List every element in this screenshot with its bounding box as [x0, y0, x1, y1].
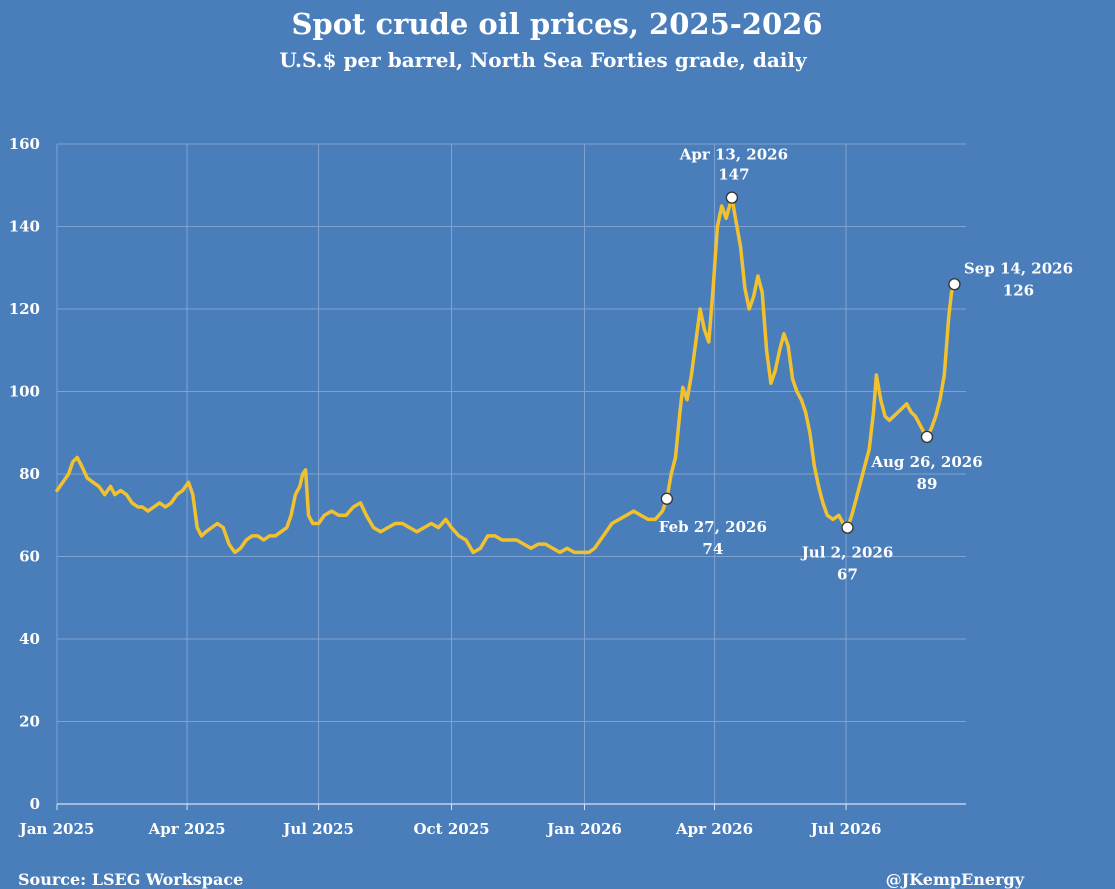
y-tick-label: 60 [19, 548, 40, 566]
chart-title: Spot crude oil prices, 2025-2026 [291, 7, 822, 41]
annotation-value: 74 [702, 540, 723, 558]
gridlines [56, 143, 966, 810]
annotation-date: Apr 13, 2026 [679, 146, 788, 164]
annotation-date: Feb 27, 2026 [659, 518, 767, 536]
annotation-value: 89 [917, 475, 938, 493]
annotation-marker [948, 278, 961, 291]
x-tick-label: Jul 2026 [809, 820, 882, 838]
annotation-value: 126 [1003, 281, 1034, 299]
series-layer [55, 195, 957, 555]
annotation-value: 147 [718, 166, 749, 184]
price-line [55, 195, 957, 555]
source-note: Source: LSEG Workspace [18, 870, 243, 889]
x-axis-ticks: Jan 2025 Apr 2025 Jul 2025 Oct 2025 Jan 2026… [18, 820, 882, 838]
y-axis-ticks: 0 20 40 60 80 100 120 140 160 [9, 135, 40, 813]
y-tick-label: 20 [19, 713, 40, 731]
chart-subtitle: U.S.$ per barrel, North Sea Forties grad… [279, 48, 808, 72]
annotation-value: 67 [837, 566, 858, 584]
annotation-marker [841, 521, 854, 534]
y-tick-label: 120 [9, 300, 40, 318]
annotation-date: Aug 26, 2026 [870, 453, 982, 471]
annotation-date: Jul 2, 2026 [800, 544, 894, 562]
y-tick-label: 40 [19, 630, 40, 648]
annotation-marker [660, 492, 674, 505]
x-tick-label: Apr 2025 [148, 820, 226, 838]
x-tick-label: Oct 2025 [413, 820, 489, 838]
y-tick-label: 140 [9, 218, 40, 236]
x-tick-label: Apr 2026 [675, 820, 753, 838]
y-tick-label: 80 [19, 465, 40, 483]
x-tick-label: Jan 2026 [545, 820, 622, 838]
annotation-date: Sep 14, 2026 [964, 259, 1073, 277]
author-handle: @JKempEnergy [886, 870, 1025, 889]
annotation-marker [920, 430, 934, 444]
annotations: Feb 27, 2026 74 Apr 13, 2026 147 Jul 2, 2026… [659, 146, 1073, 584]
y-tick-label: 0 [30, 795, 40, 813]
y-tick-label: 100 [9, 383, 40, 401]
y-tick-label: 160 [9, 135, 40, 153]
x-tick-label: Jul 2025 [281, 820, 354, 838]
annotation-marker [725, 191, 739, 204]
x-tick-label: Jan 2025 [18, 820, 95, 838]
